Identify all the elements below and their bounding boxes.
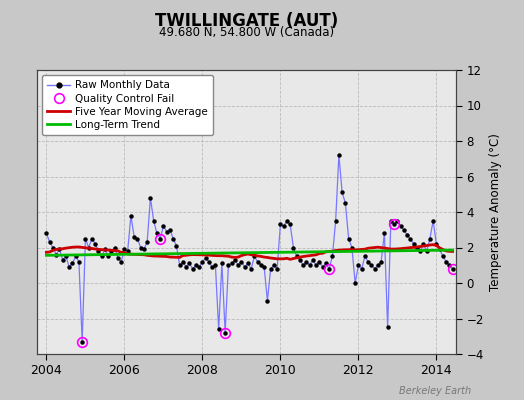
Text: 49.680 N, 54.800 W (Canada): 49.680 N, 54.800 W (Canada)	[159, 26, 334, 39]
Y-axis label: Temperature Anomaly (°C): Temperature Anomaly (°C)	[489, 133, 502, 291]
Text: TWILLINGATE (AUT): TWILLINGATE (AUT)	[155, 12, 338, 30]
Legend: Raw Monthly Data, Quality Control Fail, Five Year Moving Average, Long-Term Tren: Raw Monthly Data, Quality Control Fail, …	[42, 75, 213, 135]
Text: Berkeley Earth: Berkeley Earth	[399, 386, 472, 396]
